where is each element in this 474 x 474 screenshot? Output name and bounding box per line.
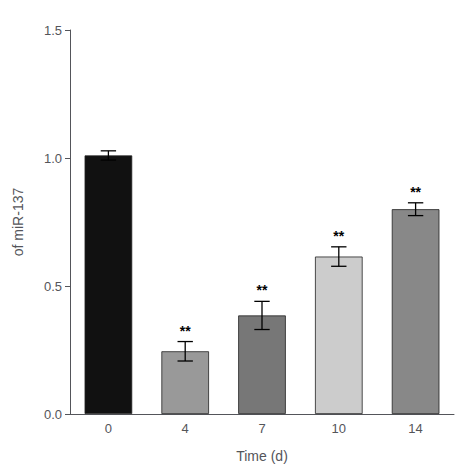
- svg-text:**: **: [257, 282, 268, 298]
- svg-text:7: 7: [258, 421, 265, 436]
- svg-text:**: **: [180, 323, 191, 339]
- svg-text:14: 14: [408, 421, 422, 436]
- svg-text:**: **: [410, 184, 421, 200]
- svg-text:**: **: [333, 228, 344, 244]
- svg-text:10: 10: [332, 421, 346, 436]
- svg-text:0.5: 0.5: [44, 279, 62, 294]
- svg-text:0.0: 0.0: [44, 407, 62, 422]
- svg-text:1.5: 1.5: [44, 23, 62, 38]
- svg-text:1.0: 1.0: [44, 151, 62, 166]
- svg-text:of miR-137: of miR-137: [10, 188, 26, 257]
- svg-text:0: 0: [105, 421, 112, 436]
- svg-text:Time (d): Time (d): [236, 448, 288, 464]
- svg-text:4: 4: [182, 421, 189, 436]
